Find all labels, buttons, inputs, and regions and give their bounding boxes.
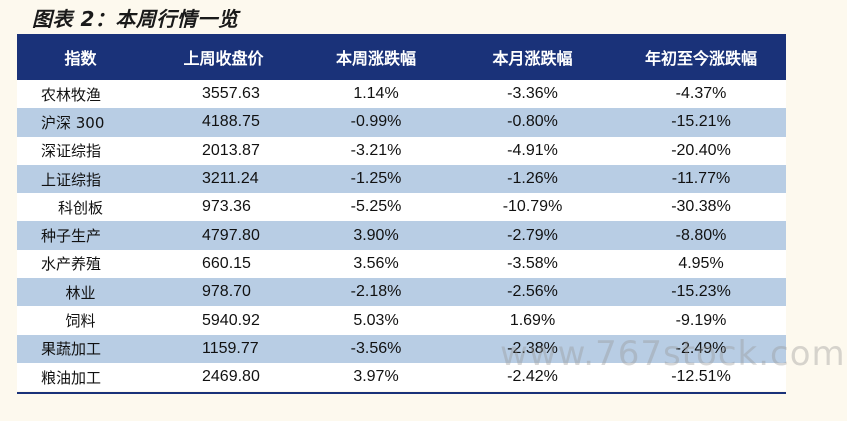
last-close-value: 2013.87 [202,141,260,159]
month-change-value: -2.56% [507,283,558,301]
market-overview-table: 指数 上周收盘价 本周涨跌幅 本月涨跌幅 年初至今涨跌幅 农林牧渔 3557.6… [17,34,786,392]
index-name: 果蔬加工 [41,340,102,359]
month-change-value: -3.58% [507,254,558,272]
ytd-change-value: -2.49% [675,339,727,357]
index-name: 上证综指 [41,170,102,189]
table-row: 粮油加工 2469.80 3.97% -2.42% -12.51% [17,362,786,392]
table-row: 林业 978.70 -2.18% -2.56% -15.23% [17,278,786,307]
ytd-change-value: -11.77% [671,170,731,188]
figure-title: 图表 2：本周行情一览 [32,7,239,31]
table-bottom-rule [17,392,786,394]
last-close-value: 4188.75 [202,113,260,131]
ytd-change-value: -9.19% [675,311,727,329]
table-row: 饲料 5940.92 5.03% 1.69% -9.19% [17,306,786,335]
last-close-value: 2469.80 [202,368,260,386]
last-close-value: 4797.80 [202,226,260,244]
header-month-change: 本月涨跌幅 [492,49,573,68]
index-name: 水产养殖 [41,255,102,274]
last-close-value: 973.36 [202,198,251,216]
last-close-value: 1159.77 [202,339,259,357]
ytd-change-value: -15.21% [671,113,731,131]
header-week-change: 本周涨跌幅 [335,49,416,68]
ytd-change-value: -8.80% [675,226,727,244]
last-close-value: 660.15 [202,254,251,272]
month-change-value: -4.91% [507,141,558,159]
week-change-value: 3.56% [353,254,399,272]
index-name: 粮油加工 [41,368,102,387]
table-row: 水产养殖 660.15 3.56% -3.58% 4.95% [17,249,786,279]
table-row: 果蔬加工 1159.77 -3.56% -2.38% -2.49% [17,334,786,363]
last-close-value: 5940.92 [202,311,260,329]
month-change-value: 1.69% [509,311,556,329]
week-change-value: -2.18% [350,283,402,301]
week-change-value: -3.56% [350,339,402,357]
week-change-value: 5.03% [353,311,399,329]
table-row: 农林牧渔 3557.63 1.14% -3.36% -4.37% [17,80,786,109]
index-name: 农林牧渔 [41,85,102,104]
week-change-value: -0.99% [350,113,402,131]
table-row: 深证综指 2013.87 -3.21% -4.91% -20.40% [17,136,786,165]
table-header-row: 指数 上周收盘价 本周涨跌幅 本月涨跌幅 年初至今涨跌幅 [17,34,786,80]
month-change-value: -10.79% [502,198,563,216]
week-change-value: -5.25% [350,198,402,216]
month-change-value: -3.36% [507,85,558,103]
week-change-value: 3.97% [353,368,399,386]
week-change-value: -3.21% [350,141,402,159]
ytd-change-value: -15.23% [671,283,731,301]
index-name: 林业 [65,283,96,302]
table-row: 科创板 973.36 -5.25% -10.79% -30.38% [17,193,786,222]
last-close-value: 3211.24 [202,170,259,188]
ytd-change-value: -4.37% [675,85,727,103]
week-change-value: 3.90% [353,226,399,244]
table-row: 种子生产 4797.80 3.90% -2.79% -8.80% [17,221,786,250]
last-close-value: 3557.63 [202,85,260,103]
table-row: 沪深 300 4188.75 -0.99% -0.80% -15.21% [17,108,786,137]
index-name: 饲料 [65,312,96,331]
ytd-change-value: -30.38% [671,198,731,216]
month-change-value: -2.42% [507,368,558,386]
last-close-value: 978.70 [202,283,251,301]
index-name: 沪深 300 [41,113,105,132]
table-row: 上证综指 3211.24 -1.25% -1.26% -11.77% [17,164,786,194]
month-change-value: -2.79% [507,226,558,244]
header-index: 指数 [64,49,97,68]
ytd-change-value: 4.95% [678,254,724,272]
week-change-value: 1.14% [353,85,399,103]
ytd-change-value: -12.51% [671,368,731,386]
week-change-value: -1.25% [350,170,402,188]
month-change-value: -0.80% [507,113,558,131]
header-last-close: 上周收盘价 [183,49,264,68]
header-ytd-change: 年初至今涨跌幅 [644,49,757,68]
month-change-value: -1.26% [507,170,558,188]
index-name: 种子生产 [41,227,102,246]
ytd-change-value: -20.40% [671,141,731,159]
index-name: 科创板 [57,198,103,217]
month-change-value: -2.38% [507,339,558,357]
index-name: 深证综指 [41,142,102,161]
